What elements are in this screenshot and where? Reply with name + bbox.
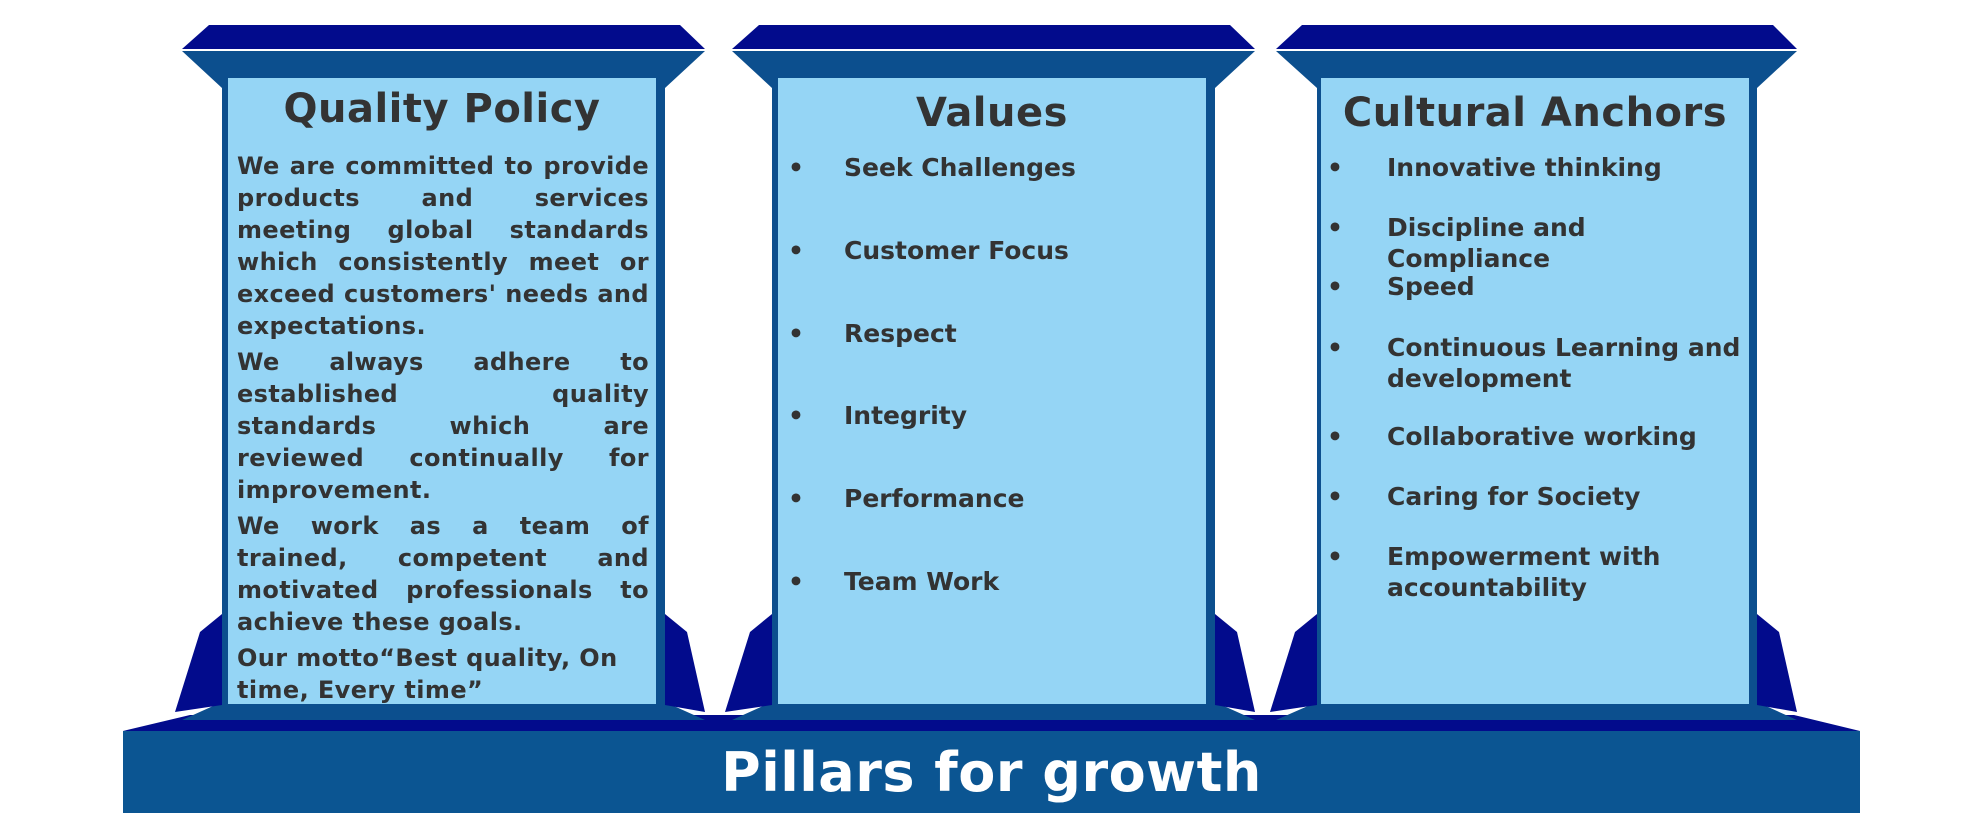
list-item: Caring for Society	[1321, 481, 1743, 512]
list-item: Collaborative working	[1321, 421, 1743, 452]
list-item: Team Work	[778, 566, 1200, 597]
policy-paragraph: We work as a team of trained, competent …	[237, 512, 649, 636]
list-item: Performance	[778, 483, 1200, 514]
base-slab	[123, 731, 1860, 813]
quality-policy-text: We are committed to provide products and…	[237, 150, 649, 710]
pillars-footer: Pillars for growth	[123, 731, 1860, 813]
list-item: Empowerment with accountability	[1321, 541, 1743, 603]
list-item: Customer Focus	[778, 235, 1200, 266]
policy-paragraph: We always adhere to established quality …	[237, 348, 649, 504]
cultural-anchors-title: Cultural Anchors	[1342, 90, 1728, 136]
list-item: Discipline and Compliance	[1321, 212, 1743, 274]
list-item: Speed	[1321, 271, 1743, 302]
footer-label: Pillars for growth	[721, 740, 1262, 804]
values-title: Values	[916, 90, 1068, 136]
list-item: Integrity	[778, 400, 1200, 431]
policy-paragraph: We are committed to provide products and…	[237, 152, 649, 340]
quality-policy-title: Quality Policy	[283, 86, 601, 132]
values-panel: Values Seek Challenges Customer Focus Re…	[778, 78, 1206, 704]
quality-policy-panel: Quality Policy We are committed to provi…	[228, 78, 656, 704]
list-item: Respect	[778, 318, 1200, 349]
list-item: Seek Challenges	[778, 152, 1200, 183]
policy-motto: Our motto“Best quality, On time, Every t…	[237, 644, 618, 704]
list-item: Continuous Learning and development	[1321, 332, 1743, 394]
list-item: Innovative thinking	[1321, 152, 1743, 183]
cultural-anchors-panel: Cultural Anchors Innovative thinking Dis…	[1321, 78, 1749, 704]
